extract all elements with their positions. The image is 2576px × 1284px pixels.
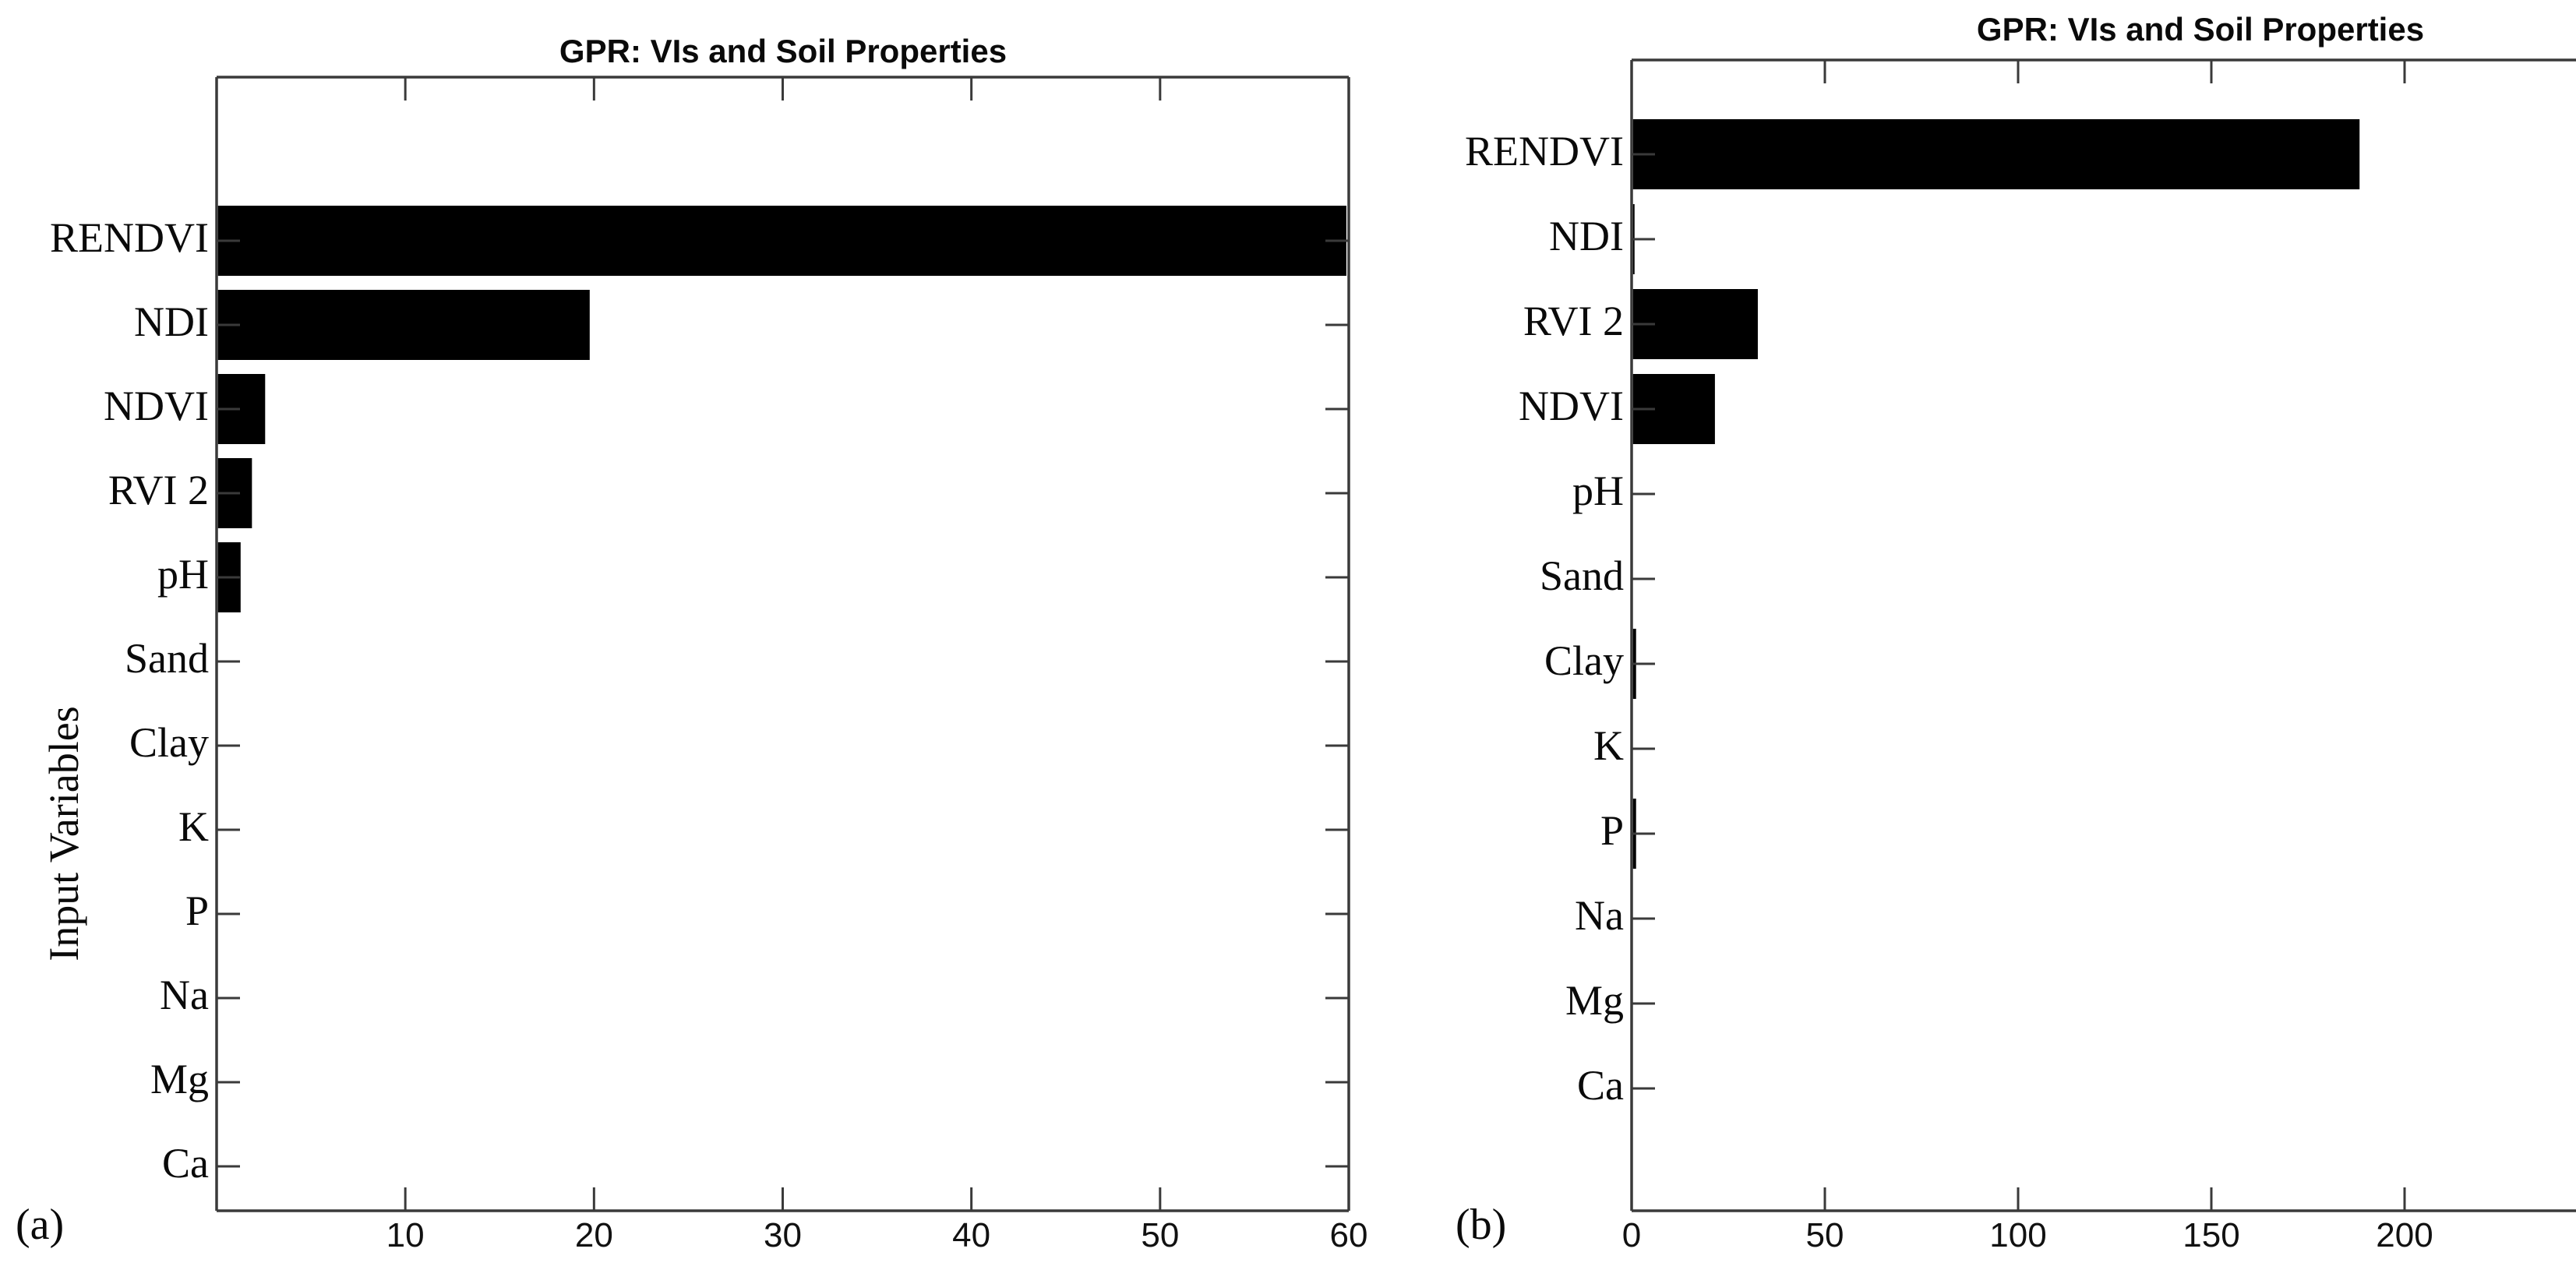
- panel-b-bars: [1632, 119, 2360, 869]
- y-label-p-b: P: [1600, 807, 1624, 854]
- x-tick-label-100-b: 100: [1989, 1216, 2047, 1254]
- x-tick-label-200-b: 200: [2376, 1216, 2433, 1254]
- x-tick-label-0-b: 0: [1621, 1216, 1642, 1254]
- y-label-ndi-a: NDI: [134, 298, 209, 345]
- y-label-ca-b: Ca: [1577, 1062, 1624, 1109]
- bar-ndvi-b: [1632, 374, 1715, 444]
- x-tick-label-50-a: 50: [1141, 1216, 1180, 1254]
- chart-title-a: GPR: VIs and Soil Properties: [559, 33, 1007, 69]
- x-tick-label-30-a: 30: [764, 1216, 802, 1254]
- y-label-rvi-2-b: RVI 2: [1523, 298, 1624, 344]
- y-label-ndi-b: NDI: [1549, 213, 1624, 259]
- panel-a-axes: [215, 76, 1350, 1212]
- bar-ndi-b: [1632, 204, 1635, 274]
- y-label-clay-a: Clay: [129, 719, 209, 766]
- x-tick-label-150-b: 150: [2183, 1216, 2240, 1254]
- y-label-ca-a: Ca: [162, 1140, 209, 1187]
- x-tick-label-40-a: 40: [952, 1216, 991, 1254]
- y-label-p-a: P: [185, 887, 209, 934]
- y-label-ph-a: pH: [157, 551, 209, 598]
- y-label-sand-a: Sand: [125, 635, 209, 682]
- bar-p-b: [1632, 799, 1636, 869]
- bar-rendvi-b: [1632, 119, 2360, 189]
- bar-rvi-2-b: [1632, 289, 1758, 359]
- x-tick-label-50-b: 50: [1805, 1216, 1844, 1254]
- y-label-sand-b: Sand: [1540, 552, 1624, 599]
- y-label-ndvi-a: NDVI: [104, 383, 209, 429]
- x-tick-label-10-a: 10: [386, 1216, 425, 1254]
- bar-rendvi-a: [217, 206, 1346, 276]
- y-label-mg-b: Mg: [1565, 977, 1624, 1024]
- y-label-rvi-2-a: RVI 2: [108, 467, 209, 513]
- y-label-clay-b: Clay: [1544, 637, 1624, 684]
- y-label-ndvi-b: NDVI: [1519, 383, 1624, 429]
- panel-caption-b: (b): [1456, 1201, 1507, 1249]
- y-label-na-b: Na: [1575, 892, 1624, 939]
- y-label-k-b: K: [1593, 722, 1624, 769]
- x-tick-label-60-a: 60: [1329, 1216, 1368, 1254]
- y-label-rendvi-a: RENDVI: [50, 214, 209, 261]
- bar-ndi-a: [217, 290, 590, 360]
- y-label-mg-a: Mg: [150, 1056, 209, 1102]
- bar-ndvi-a: [217, 374, 266, 444]
- y-label-rendvi-b: RENDVI: [1465, 128, 1624, 175]
- bar-clay-b: [1632, 629, 1636, 699]
- y-label-ph-b: pH: [1572, 467, 1624, 514]
- y-label-na-a: Na: [160, 972, 209, 1018]
- bar-rvi-2-a: [217, 458, 252, 528]
- panel-a-bars: [217, 206, 1346, 612]
- bar-ph-a: [217, 542, 241, 612]
- panel-b-axes: [1630, 58, 2576, 1212]
- chart-title-b: GPR: VIs and Soil Properties: [1976, 11, 2425, 48]
- panel-caption-a: (a): [16, 1201, 65, 1249]
- x-tick-label-20-a: 20: [574, 1216, 613, 1254]
- y-label-k-a: K: [178, 803, 209, 850]
